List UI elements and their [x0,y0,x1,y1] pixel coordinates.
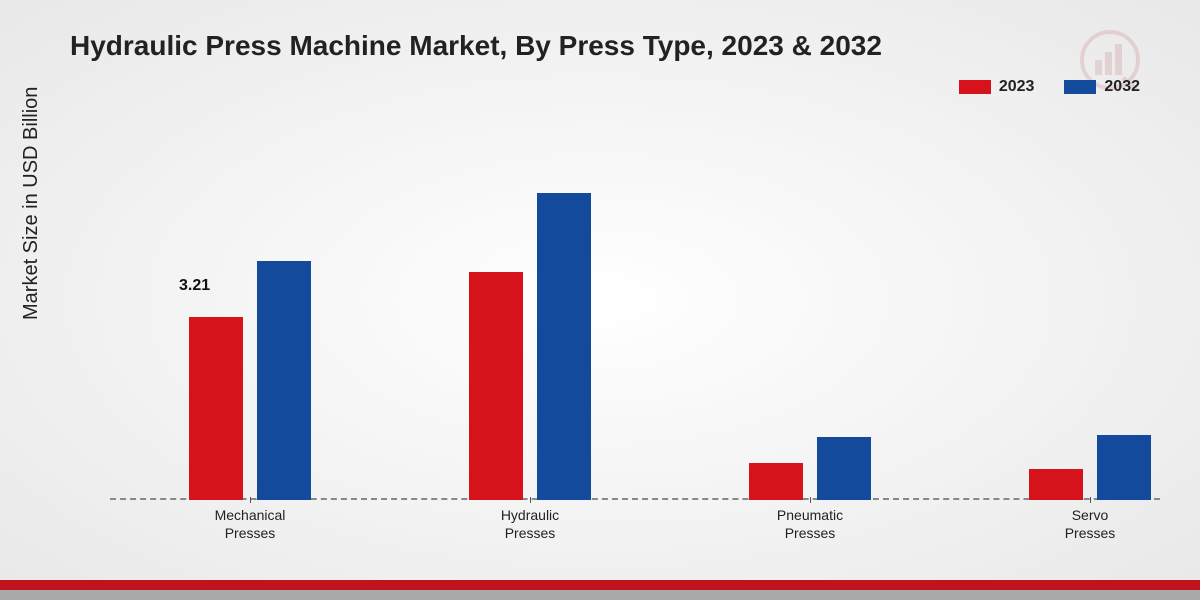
value-label: 3.21 [179,277,210,295]
bar-2032 [537,193,591,500]
x-tick [1090,497,1091,503]
bar-2023 [189,317,243,500]
bar-group [1029,435,1151,500]
bar-group [189,261,311,500]
footer-bar [0,582,1200,600]
x-axis-label: ServoPresses [1020,507,1160,542]
x-tick [530,497,531,503]
bar-2032 [257,261,311,500]
legend-item-2032: 2032 [1064,78,1140,96]
bar-group [749,437,871,500]
x-axis-label: HydraulicPresses [460,507,600,542]
legend: 2023 2032 [959,78,1140,96]
x-axis-label: PneumaticPresses [740,507,880,542]
chart-title: Hydraulic Press Machine Market, By Press… [70,30,882,62]
bar-group [469,193,591,500]
bar-2023 [749,463,803,500]
legend-swatch-2023 [959,80,991,94]
legend-item-2023: 2023 [959,78,1035,96]
plot-area: 3.21 [110,130,1160,500]
bar-2032 [1097,435,1151,500]
x-axis-labels: MechanicalPresses HydraulicPresses Pneumat… [110,505,1160,555]
y-axis-label: Market Size in USD Billion [20,87,43,320]
x-tick [810,497,811,503]
legend-label-2032: 2032 [1104,78,1140,96]
x-tick [250,497,251,503]
footer-gray-stripe [0,590,1200,600]
x-axis-label: MechanicalPresses [180,507,320,542]
footer-red-stripe [0,580,1200,590]
legend-label-2023: 2023 [999,78,1035,96]
bar-2023 [1029,469,1083,500]
legend-swatch-2032 [1064,80,1096,94]
bar-2023 [469,272,523,500]
bar-2032 [817,437,871,500]
